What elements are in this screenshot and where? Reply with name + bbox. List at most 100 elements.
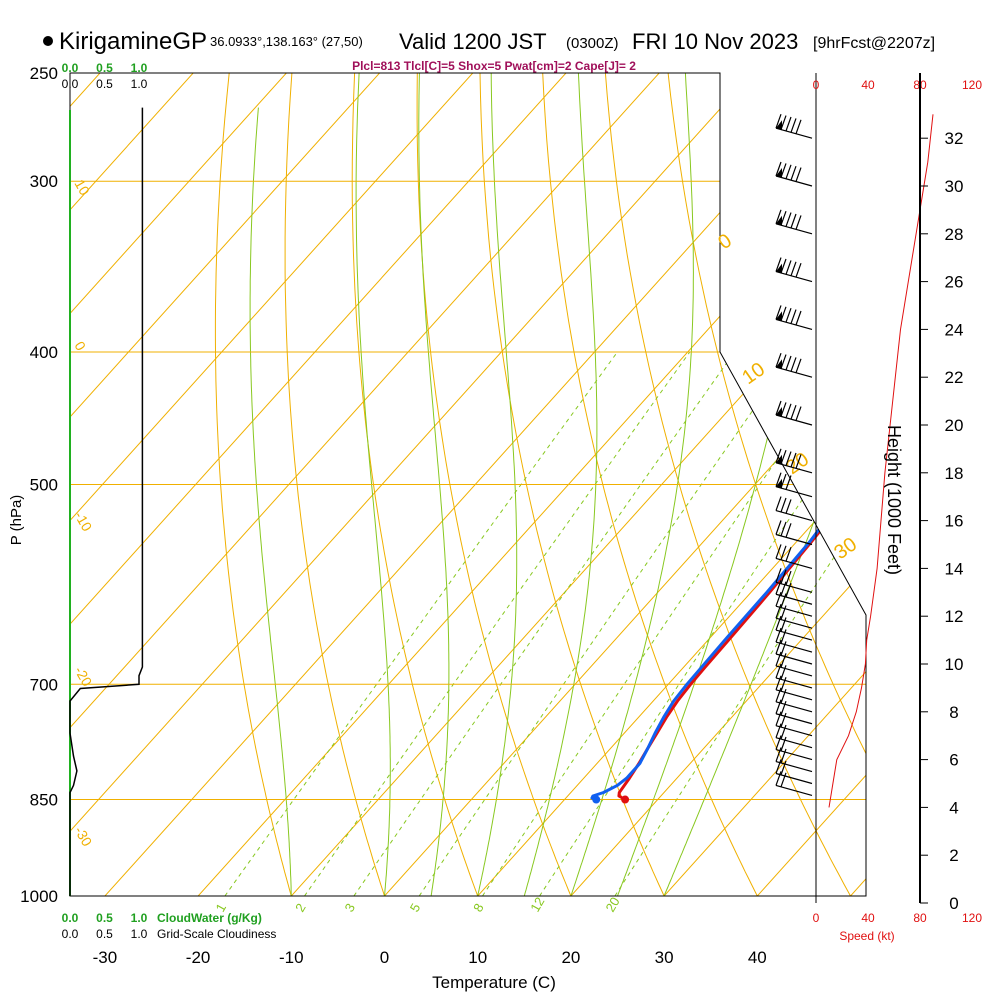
height-tick-label: 32 xyxy=(945,129,964,148)
wind-barb-feather xyxy=(785,260,792,275)
cloudiness-title: Grid-Scale Cloudiness xyxy=(157,927,276,941)
isobar-label: 850 xyxy=(30,791,58,810)
wind-barb-feather xyxy=(780,629,787,644)
wind-barb-feather xyxy=(780,521,787,537)
station-bullet xyxy=(43,36,53,46)
height-tick-label: 12 xyxy=(945,607,964,626)
cloudiness-tick-bottom: 1.0 xyxy=(131,927,148,941)
wind-barb xyxy=(775,771,813,797)
wind-barb xyxy=(775,711,813,737)
wind-barb xyxy=(775,305,813,330)
wind-barb-staff xyxy=(775,701,813,713)
wind-barb-staff xyxy=(775,737,813,749)
cloudwater-tick-top: 0.0 xyxy=(62,61,79,75)
mixing-ratio-line xyxy=(224,351,618,896)
wind-barb xyxy=(775,161,813,187)
wind-barb-feather xyxy=(775,472,782,487)
height-tick-label: 22 xyxy=(945,368,964,387)
wind-barb-pennant xyxy=(776,120,782,131)
wind-barb-feather xyxy=(780,736,787,752)
wind-barb-feather xyxy=(780,581,787,596)
wind-barb-feather xyxy=(775,723,782,738)
wind-barb-feather xyxy=(780,772,787,788)
wind-barb-feather xyxy=(775,771,782,786)
moist-adiabat xyxy=(523,73,598,896)
wind-barb-staff xyxy=(775,593,813,605)
wind-barb-feather xyxy=(785,570,792,586)
temperature-tick-label: -10 xyxy=(279,948,304,967)
wind-barb-feather xyxy=(785,475,792,490)
wind-barb-feather xyxy=(785,307,792,323)
isotherm-line xyxy=(544,73,866,896)
temperature-profile-surface-dot xyxy=(621,795,630,804)
dry-adiabat xyxy=(351,73,490,896)
y-axis-title: P (hPa) xyxy=(8,495,25,546)
wind-barb-staff xyxy=(775,641,813,653)
wind-barb-pennant xyxy=(776,454,782,465)
wind-barb-feather xyxy=(775,603,782,619)
height-tick-label: 0 xyxy=(949,894,958,913)
wind-barb-feather xyxy=(785,546,792,562)
wind-barb-feather xyxy=(780,700,787,716)
isotherm-line xyxy=(637,73,866,896)
wind-barb-feather xyxy=(780,748,787,764)
wind-barb-feather xyxy=(775,627,782,643)
dry-adiabat-label: 10 xyxy=(738,358,769,389)
wind-barb xyxy=(775,209,813,235)
mixing-ratio-line xyxy=(304,351,691,896)
wind-barb-staff xyxy=(775,533,813,546)
mixing-ratio-label: 2 xyxy=(292,901,309,915)
wind-barb xyxy=(775,568,813,593)
wind-barb-feather xyxy=(780,641,787,656)
wind-barb xyxy=(775,544,813,569)
forecast-info: [9hrFcst@2207z] xyxy=(813,35,935,52)
wind-barb-feather xyxy=(775,161,782,177)
wind-barb-feather xyxy=(785,116,792,132)
wind-barb-staff xyxy=(775,772,813,785)
wind-barb xyxy=(775,687,813,713)
isobar-label: 500 xyxy=(30,476,58,495)
wind-barb-feather xyxy=(775,735,782,750)
wind-barb-staff xyxy=(775,629,813,641)
valid-time: Valid 1200 JST xyxy=(399,29,547,54)
dry-adiabat-label: -20 xyxy=(71,664,95,690)
wind-barb-pennant xyxy=(776,168,782,178)
wind-barb-feather xyxy=(785,523,792,538)
wind-barb-pennant xyxy=(776,407,782,417)
height-axis-title: Height (1000 Feet) xyxy=(884,425,904,575)
wind-barb-staff xyxy=(775,557,813,569)
height-tick-label: 6 xyxy=(949,751,958,770)
wind-barb-feather xyxy=(785,403,792,419)
isotherm-line xyxy=(824,73,866,896)
cloudiness-tick-bottom: 0.5 xyxy=(96,927,113,941)
moist-adiabat xyxy=(477,73,518,896)
wind-barb xyxy=(775,496,813,522)
wind-barb xyxy=(775,699,813,725)
cloudwater-tick-bottom: 0.5 xyxy=(96,911,113,925)
dry-adiabat xyxy=(665,73,866,896)
isotherm-line xyxy=(358,73,866,896)
wind-barb xyxy=(775,735,813,761)
wind-barb-feather xyxy=(775,747,782,762)
wind-barb-feather xyxy=(775,257,782,272)
wind-barb-feather xyxy=(775,496,782,511)
height-tick-label: 30 xyxy=(945,177,964,196)
height-tick-label: 8 xyxy=(949,703,958,722)
wind-barb-feather xyxy=(780,605,787,620)
temperature-tick-label: 30 xyxy=(655,948,674,967)
wind-barb-feather xyxy=(780,760,787,776)
isotherm-line xyxy=(70,73,216,896)
cloudwater-title: CloudWater (g/Kg) xyxy=(157,911,262,925)
wind-barb-feather xyxy=(780,724,787,740)
temperature-tick-label: 0 xyxy=(380,948,389,967)
isobar-label: 1000 xyxy=(20,887,58,906)
wind-barb-feather xyxy=(795,215,802,230)
wind-barb xyxy=(775,627,813,653)
wind-barb-pennant xyxy=(776,359,782,370)
wind-barb-feather xyxy=(775,305,782,320)
mixing-ratio-line xyxy=(539,351,866,896)
wind-barb-feather xyxy=(780,712,787,728)
moist-adiabat xyxy=(663,73,866,896)
wind-barb-staff xyxy=(775,510,813,522)
wind-barb-pennant xyxy=(776,311,782,322)
